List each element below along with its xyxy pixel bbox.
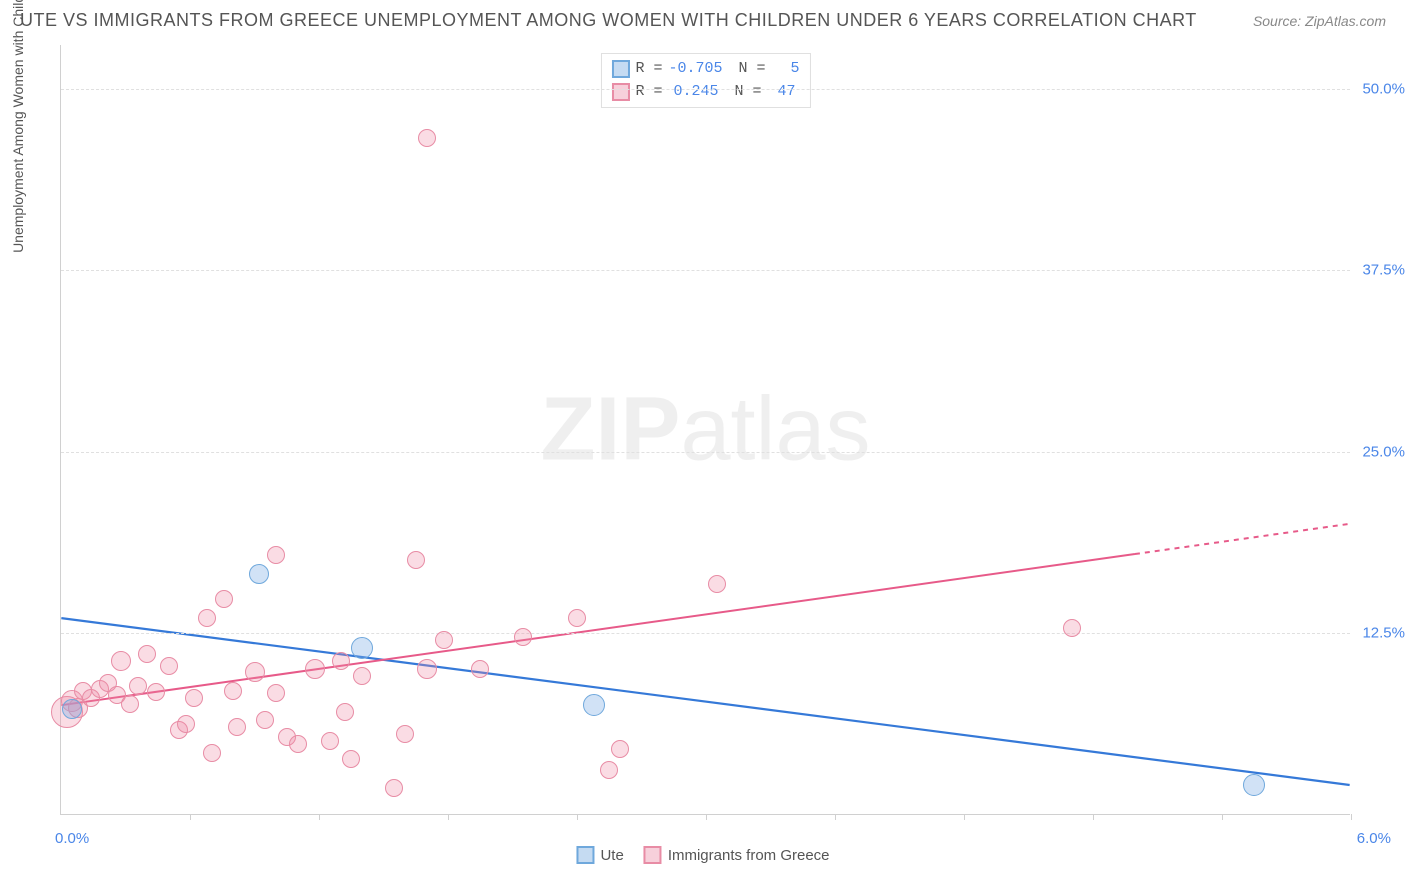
scatter-point-greece <box>129 677 147 695</box>
scatter-point-greece <box>228 718 246 736</box>
scatter-point-greece <box>256 711 274 729</box>
trend-line-greece-extrapolated <box>1135 524 1350 554</box>
scatter-point-greece <box>418 129 436 147</box>
stats-legend-row-greece: R = 0.245 N = 47 <box>611 81 799 104</box>
stats-legend: R =-0.705N =5R =0.245N =47 <box>600 53 810 108</box>
x-tick <box>319 814 320 820</box>
x-tick <box>448 814 449 820</box>
x-tick <box>835 814 836 820</box>
y-tick-label: 12.5% <box>1355 625 1405 642</box>
stat-r-label: R = <box>635 81 662 104</box>
x-tick <box>706 814 707 820</box>
gridline-h <box>61 270 1350 271</box>
scatter-point-greece <box>435 631 453 649</box>
stat-r-label: R = <box>635 58 662 81</box>
scatter-point-greece <box>471 660 489 678</box>
stat-n-label: N = <box>734 81 761 104</box>
scatter-point-greece <box>138 645 156 663</box>
y-axis-title: Unemployment Among Women with Children U… <box>10 0 26 253</box>
plot-area: ZIPatlas R =-0.705N =5R =0.245N =47 12.5… <box>60 45 1350 815</box>
scatter-point-greece <box>353 667 371 685</box>
scatter-point-ute <box>249 564 269 584</box>
series-legend-label: Ute <box>600 847 623 864</box>
scatter-point-greece <box>600 761 618 779</box>
scatter-point-ute <box>351 637 373 659</box>
chart-title: UTE VS IMMIGRANTS FROM GREECE UNEMPLOYME… <box>20 10 1197 31</box>
series-legend-item-ute: Ute <box>576 846 623 864</box>
stat-r-value: -0.705 <box>668 58 722 81</box>
scatter-point-greece <box>267 684 285 702</box>
scatter-point-greece <box>407 551 425 569</box>
stat-n-value: 5 <box>772 58 800 81</box>
y-tick-label: 25.0% <box>1355 443 1405 460</box>
watermark-bold: ZIP <box>540 379 680 479</box>
stat-r-value: 0.245 <box>668 81 718 104</box>
scatter-point-greece <box>332 652 350 670</box>
gridline-h <box>61 89 1350 90</box>
scatter-point-greece <box>224 682 242 700</box>
scatter-point-greece <box>121 695 139 713</box>
legend-swatch-icon <box>611 60 629 78</box>
x-tick <box>577 814 578 820</box>
scatter-point-greece <box>336 703 354 721</box>
x-tick <box>1351 814 1352 820</box>
x-tick <box>1222 814 1223 820</box>
scatter-point-greece <box>1063 619 1081 637</box>
scatter-point-ute <box>583 694 605 716</box>
gridline-h <box>61 452 1350 453</box>
x-tick <box>1093 814 1094 820</box>
watermark: ZIPatlas <box>540 378 870 481</box>
x-tick <box>190 814 191 820</box>
scatter-point-greece <box>185 689 203 707</box>
x-axis-max-label: 6.0% <box>1357 830 1391 847</box>
x-tick <box>964 814 965 820</box>
scatter-point-greece <box>305 659 325 679</box>
scatter-point-greece <box>321 732 339 750</box>
scatter-point-greece <box>198 609 216 627</box>
scatter-point-greece <box>111 651 131 671</box>
scatter-point-greece <box>160 657 178 675</box>
scatter-point-greece <box>611 740 629 758</box>
scatter-point-greece <box>514 628 532 646</box>
watermark-light: atlas <box>680 379 870 479</box>
scatter-point-greece <box>568 609 586 627</box>
scatter-point-greece <box>708 575 726 593</box>
trend-line-greece <box>61 554 1135 705</box>
y-tick-label: 50.0% <box>1355 80 1405 97</box>
scatter-point-greece <box>289 735 307 753</box>
series-legend-item-greece: Immigrants from Greece <box>644 846 830 864</box>
scatter-point-greece <box>147 683 165 701</box>
stats-legend-row-ute: R = -0.705 N = 5 <box>611 58 799 81</box>
stat-n-value: 47 <box>768 81 796 104</box>
scatter-point-greece <box>417 659 437 679</box>
stat-n-label: N = <box>739 58 766 81</box>
scatter-point-ute <box>62 699 82 719</box>
scatter-point-greece <box>245 662 265 682</box>
scatter-point-greece <box>396 725 414 743</box>
scatter-point-greece <box>342 750 360 768</box>
scatter-point-greece <box>203 744 221 762</box>
scatter-point-greece <box>215 590 233 608</box>
y-tick-label: 37.5% <box>1355 262 1405 279</box>
title-bar: UTE VS IMMIGRANTS FROM GREECE UNEMPLOYME… <box>20 10 1386 31</box>
scatter-point-greece <box>267 546 285 564</box>
gridline-h <box>61 633 1350 634</box>
scatter-point-ute <box>1243 774 1265 796</box>
legend-swatch-icon <box>576 846 594 864</box>
legend-swatch-icon <box>644 846 662 864</box>
trend-line-ute <box>61 618 1349 785</box>
scatter-point-greece <box>177 715 195 733</box>
x-axis-min-label: 0.0% <box>55 830 89 847</box>
source-label: Source: ZipAtlas.com <box>1253 13 1386 29</box>
trend-lines-svg <box>61 45 1350 814</box>
series-legend-label: Immigrants from Greece <box>668 847 830 864</box>
scatter-point-greece <box>385 779 403 797</box>
series-legend: Ute Immigrants from Greece <box>576 846 829 864</box>
legend-swatch-icon <box>611 83 629 101</box>
